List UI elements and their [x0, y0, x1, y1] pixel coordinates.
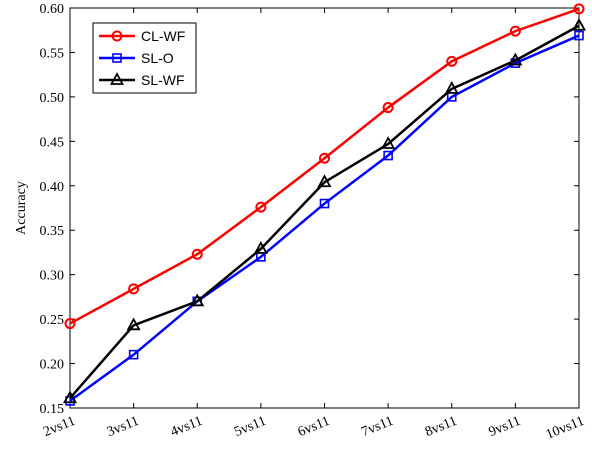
data-point-sl-o	[128, 349, 139, 360]
legend-label: CL-WF	[141, 28, 185, 44]
data-point-sl-wf	[126, 317, 141, 331]
y-tick-label: 0.55	[40, 46, 65, 61]
legend-marker	[109, 72, 125, 85]
series-line-sl-wf	[69, 24, 580, 400]
x-tick-label: 10vs11	[544, 414, 587, 443]
legend-marker	[111, 30, 123, 42]
x-tick-label: 7vs11	[359, 414, 395, 440]
y-tick-label: 0.15	[40, 402, 65, 417]
y-axis-label: Accuracy	[14, 181, 29, 235]
legend-label: SL-WF	[141, 72, 185, 88]
data-point-sl-wf	[571, 17, 587, 31]
x-tick-label: 3vs11	[105, 414, 141, 440]
data-point-cl-wf	[509, 25, 521, 37]
y-axis-ticks: 0.15 0.20 0.25 0.30 0.35 0.40 0.45 0.50 0.55 0.60	[40, 2, 579, 417]
series-line-cl-wf	[69, 7, 580, 325]
data-point-sl-wf	[317, 174, 332, 188]
data-point-sl-wf	[508, 52, 523, 66]
series-line-sl-o	[69, 34, 580, 402]
x-tick-label: 6vs11	[296, 414, 332, 440]
data-point-cl-wf	[64, 318, 76, 330]
y-tick-label: 0.40	[40, 180, 65, 195]
legend-item-cl-wf: CL-WF	[99, 28, 185, 44]
y-tick-label: 0.20	[40, 358, 65, 373]
data-point-sl-wf	[253, 241, 268, 254]
legend-item-sl-o: SL-O	[99, 50, 174, 66]
series-cl-wf	[64, 3, 585, 330]
y-tick-label: 0.60	[40, 2, 65, 17]
y-tick-label: 0.25	[40, 313, 65, 328]
y-tick-label: 0.45	[40, 135, 65, 150]
data-point-sl-wf	[381, 136, 396, 149]
data-point-cl-wf	[191, 248, 203, 260]
series-layer	[62, 3, 587, 406]
legend: CL-WF SL-O SL-WF	[92, 22, 197, 94]
data-point-sl-wf	[190, 293, 205, 307]
legend-item-sl-wf: SL-WF	[99, 72, 185, 88]
x-tick-label: 2vs11	[41, 414, 77, 440]
y-tick-label: 0.30	[40, 269, 65, 284]
data-point-sl-o	[383, 150, 393, 161]
data-point-cl-wf	[128, 283, 140, 295]
data-point-sl-wf	[444, 81, 459, 94]
series-sl-o	[65, 30, 584, 406]
x-tick-label: 4vs11	[169, 414, 205, 440]
y-tick-label: 0.50	[40, 91, 65, 106]
legend-label: SL-O	[141, 50, 174, 66]
x-tick-label: 8vs11	[423, 414, 459, 440]
data-point-cl-wf	[382, 102, 394, 114]
data-point-cl-wf	[255, 201, 267, 213]
x-tick-label: 9vs11	[487, 414, 523, 440]
data-point-sl-o	[319, 198, 330, 209]
data-point-cl-wf	[319, 152, 330, 164]
data-point-cl-wf	[446, 55, 458, 67]
x-tick-label: 5vs11	[232, 414, 268, 440]
data-point-sl-wf	[62, 390, 78, 404]
legend-marker	[112, 53, 122, 63]
data-point-cl-wf	[573, 3, 585, 15]
series-sl-wf	[62, 17, 587, 404]
y-tick-label: 0.35	[40, 224, 65, 239]
data-point-sl-o	[574, 30, 584, 41]
